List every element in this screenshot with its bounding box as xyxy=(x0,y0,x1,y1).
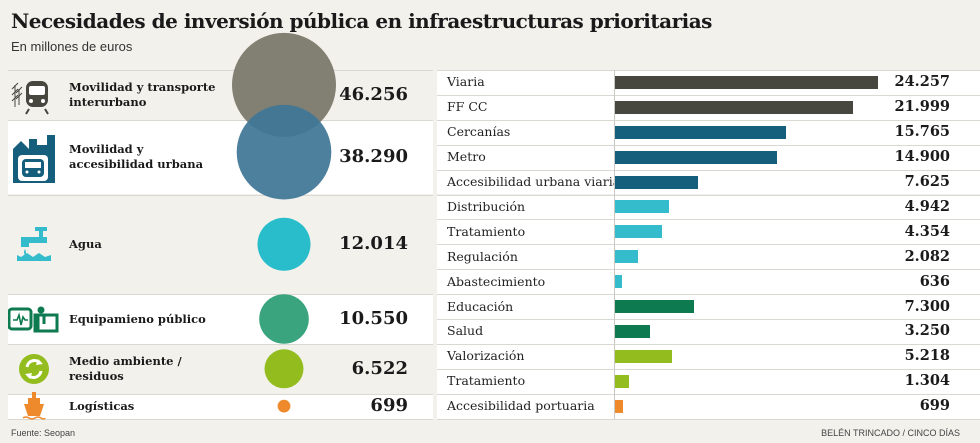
bottom-divider xyxy=(8,418,433,420)
item-value: 699 xyxy=(919,397,950,415)
item-label: Tratamiento xyxy=(447,223,526,239)
item-label: Metro xyxy=(447,149,486,165)
item-label: Educación xyxy=(447,298,514,314)
item-value: 24.257 xyxy=(894,73,951,91)
bottom-divider xyxy=(437,418,980,420)
item-label: Tratamiento xyxy=(447,373,526,389)
category-bar-panel xyxy=(437,393,980,419)
credit-note: BELÉN TRINCADO / CINCO DÍAS xyxy=(821,428,960,438)
row-divider xyxy=(437,194,980,196)
category-divider xyxy=(8,294,433,296)
item-label: Accesibilidad portuaria xyxy=(447,398,595,414)
bar xyxy=(615,200,669,214)
bar xyxy=(615,374,630,388)
bar xyxy=(615,324,651,338)
row-divider xyxy=(437,269,980,271)
category-panel xyxy=(8,70,433,120)
bar xyxy=(615,125,786,139)
category-total: 6.522 xyxy=(351,357,408,379)
category-panel xyxy=(8,343,433,394)
item-label: Distribución xyxy=(447,198,526,214)
item-value: 7.625 xyxy=(904,173,950,191)
category-panel xyxy=(8,194,433,295)
bar xyxy=(615,250,638,264)
category-total: 10.550 xyxy=(339,308,408,329)
category-total: 12.014 xyxy=(339,233,408,255)
row-divider xyxy=(437,319,980,320)
item-label: Cercanías xyxy=(447,124,511,140)
category-label: Movilidad y transporte interurbano xyxy=(69,79,216,109)
panel-separator xyxy=(434,70,437,419)
chart-subtitle: En millones de euros xyxy=(11,39,133,54)
ship-icon xyxy=(22,392,46,424)
row-divider xyxy=(437,70,980,71)
item-label: Accesibilidad urbana viaria xyxy=(447,174,621,190)
item-value: 5.218 xyxy=(904,347,950,365)
item-label: Valorización xyxy=(447,348,525,364)
row-divider xyxy=(437,169,980,171)
category-bar-panel xyxy=(437,294,980,344)
category-divider xyxy=(8,393,433,395)
row-divider xyxy=(437,343,980,345)
public-facilities-icon xyxy=(7,304,60,338)
category-panel xyxy=(8,393,433,419)
bar-axis xyxy=(614,70,615,419)
category-bar-panel xyxy=(437,343,980,394)
row-divider xyxy=(437,119,980,121)
item-value: 1.304 xyxy=(904,372,950,390)
item-value: 14.900 xyxy=(894,148,951,166)
category-divider xyxy=(8,119,433,121)
category-panel xyxy=(8,119,433,195)
row-divider xyxy=(437,244,980,246)
row-divider xyxy=(437,144,980,146)
item-value: 21.999 xyxy=(894,98,951,116)
row-divider xyxy=(437,219,980,221)
row-divider xyxy=(437,393,980,395)
bar xyxy=(615,275,622,289)
category-divider xyxy=(8,343,433,345)
train-icon xyxy=(11,75,57,119)
item-value: 4.354 xyxy=(904,222,950,240)
category-divider xyxy=(8,194,433,196)
row-divider xyxy=(437,94,980,96)
bar xyxy=(615,75,878,89)
bar xyxy=(615,349,672,363)
item-value: 4.942 xyxy=(904,197,950,215)
bar xyxy=(615,399,623,413)
category-total: 46.256 xyxy=(339,83,408,105)
item-label: Viaria xyxy=(447,74,485,90)
item-label: FF CC xyxy=(447,99,488,115)
bar xyxy=(615,100,854,114)
category-panel xyxy=(8,294,433,344)
recycle-icon xyxy=(18,353,50,389)
bar xyxy=(615,175,698,189)
bar xyxy=(615,300,695,314)
item-value: 3.250 xyxy=(904,322,950,340)
item-value: 636 xyxy=(919,272,950,290)
item-value: 7.300 xyxy=(904,297,950,315)
category-label: Logísticas xyxy=(69,398,135,413)
item-label: Abastecimiento xyxy=(447,273,546,289)
row-divider xyxy=(437,368,980,370)
bar xyxy=(615,150,777,164)
row-divider xyxy=(437,294,980,296)
category-label: Equipamieno público xyxy=(69,311,206,326)
category-label: Agua xyxy=(69,236,102,251)
chart-title: Necesidades de inversión pública en infr… xyxy=(11,9,712,33)
category-total: 699 xyxy=(370,395,408,417)
bar xyxy=(615,225,663,239)
water-tap-icon xyxy=(15,225,53,267)
item-value: 2.082 xyxy=(904,247,950,265)
category-label: Medio ambiente / residuos xyxy=(69,353,182,383)
item-label: Salud xyxy=(447,323,484,339)
category-label: Movilidad y accesibilidad urbana xyxy=(69,142,204,172)
category-divider xyxy=(8,70,433,71)
item-label: Regulación xyxy=(447,248,518,264)
category-total: 38.290 xyxy=(339,146,408,168)
city-bus-icon xyxy=(11,131,57,187)
source-note: Fuente: Seopan xyxy=(11,428,76,438)
item-value: 15.765 xyxy=(894,123,951,141)
